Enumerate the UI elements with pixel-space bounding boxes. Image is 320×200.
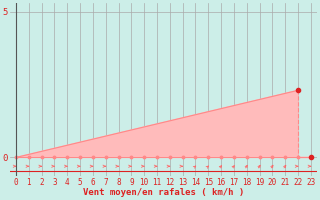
X-axis label: Vent moyen/en rafales ( km/h ): Vent moyen/en rafales ( km/h )	[83, 188, 244, 197]
Polygon shape	[16, 90, 311, 157]
